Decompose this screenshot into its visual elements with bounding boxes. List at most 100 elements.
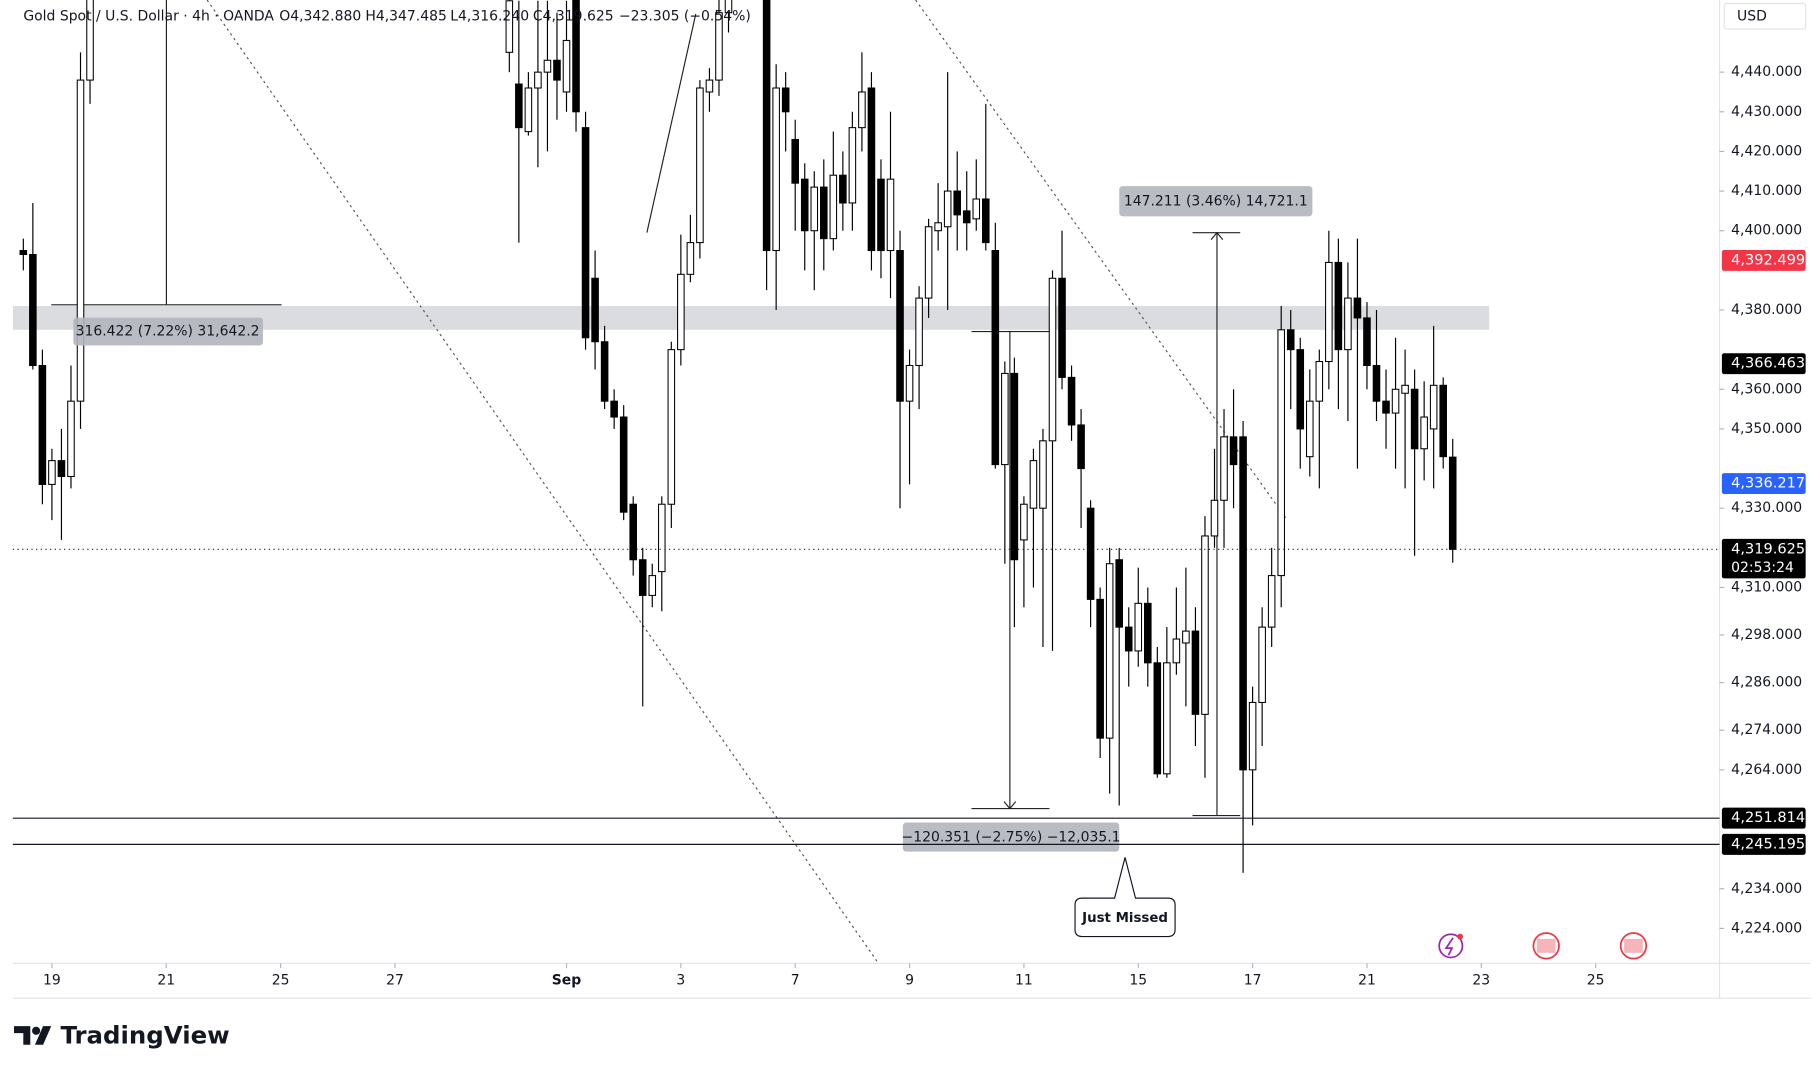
candle-body [667,349,676,505]
y-tick-label: 4,380.000 [1731,302,1802,318]
currency[interactable]: USD [1737,8,1767,24]
candle-body [600,341,609,402]
ohlc-open: O4,342.880 [279,8,361,24]
candle-body [943,190,952,228]
y-tick-label: 4,440.000 [1731,64,1802,80]
annotation-box [73,317,263,346]
candle-body [791,139,799,184]
event-icon[interactable] [1438,933,1464,959]
x-tick-label: 9 [905,973,914,989]
candle-body [1439,384,1447,458]
ohlc-change: −23.305 (−0.54%) [619,8,751,24]
currency-box[interactable] [1723,2,1807,30]
candle-body [1201,535,1209,715]
price-label-box [1721,473,1806,495]
candle-body [1191,630,1200,715]
logo[interactable]: TradingView [14,1021,230,1050]
measure-arrow [1210,231,1224,241]
y-tick-label: 4,410.000 [1731,183,1802,199]
candle-body [677,273,685,351]
candle-body [1420,416,1428,450]
header: Gold Spot / U.S. Dollar · 4h · OANDA O4,… [23,8,751,24]
candle-body [1248,701,1257,771]
y-tick-label: 4,298.000 [1731,627,1802,643]
candle-body [38,364,47,485]
y-tick-label: 4,274.000 [1731,722,1802,738]
candle-body [1086,507,1095,600]
candle-body [1172,638,1181,664]
price-label: 4,366.463 [1731,356,1805,372]
candle-body [505,0,514,53]
countdown: 02:53:24 [1731,560,1794,576]
trend-line [206,0,879,964]
ohlc-close: C4,319.625 [533,8,614,24]
x-tick-label: 19 [43,973,61,989]
plot-area [12,0,1490,964]
candle-body [1286,329,1295,351]
candle-body [86,0,94,81]
candle-body [1306,400,1314,458]
x-tick-label: 21 [1358,973,1376,989]
event-icon [1444,937,1454,956]
candle-body [29,253,37,367]
zone [12,306,1490,330]
ohlc-high: H4,347.485 [365,8,447,24]
price-label-box [1721,538,1806,579]
candle-body [610,400,618,418]
candle-body [877,178,885,252]
candle-body [1372,364,1381,402]
candle-body [934,222,942,232]
y-tick-label: 4,430.000 [1731,104,1802,120]
symbol: Gold Spot / U.S. Dollar · 4h · OANDA [23,8,274,24]
price-label: 4,392.499 [1731,252,1805,268]
logo-mark [14,1026,52,1045]
candle-body [962,210,971,224]
candle-body [1258,626,1266,703]
x-tick-label: 25 [1587,973,1605,989]
y-tick-label: 4,420.000 [1731,143,1802,159]
candle-body [1163,662,1171,775]
candle-body [1124,626,1133,652]
candle-body [896,250,904,402]
candle-body [924,226,933,299]
price-label-box [1721,353,1806,375]
annotation: 147.211 (3.46%) 14,721.1 [1124,193,1308,209]
measure-arrow [1003,801,1017,810]
logo-mark [32,1026,41,1035]
candle-body [67,400,75,478]
candle-body [848,127,857,204]
candle-body [1105,563,1114,739]
candle-body [1296,349,1305,430]
candle-body [696,87,704,244]
candle-body [1115,559,1123,628]
candle-body [562,39,571,93]
candle-body [1058,277,1066,378]
candle-body [1325,261,1333,363]
candle-body [886,178,895,252]
candle-body [1210,499,1219,537]
candle-body [1267,575,1276,628]
candle-body [1048,277,1057,442]
candle-body [76,79,85,402]
candle-body [1429,384,1438,430]
x-tick-label: 3 [676,973,685,989]
price-label: 4,245.195 [1731,836,1805,852]
candle-body [724,0,733,14]
candle-body [1277,329,1285,577]
candle-body [515,83,523,129]
candle-body [1448,456,1457,550]
candle-body [48,460,56,485]
candle-body [839,174,847,204]
candle-body [1334,261,1343,351]
y-tick-label: 4,350.000 [1731,421,1802,437]
ohlc-low: L4,316.240 [450,8,529,24]
candle-body [705,79,714,93]
candle-body [867,87,876,252]
x-tick-label: 15 [1129,973,1147,989]
candle-body [1039,440,1047,509]
annotation-box [1119,186,1313,217]
x-tick-label: 23 [1472,973,1490,989]
candle-body [905,364,914,402]
